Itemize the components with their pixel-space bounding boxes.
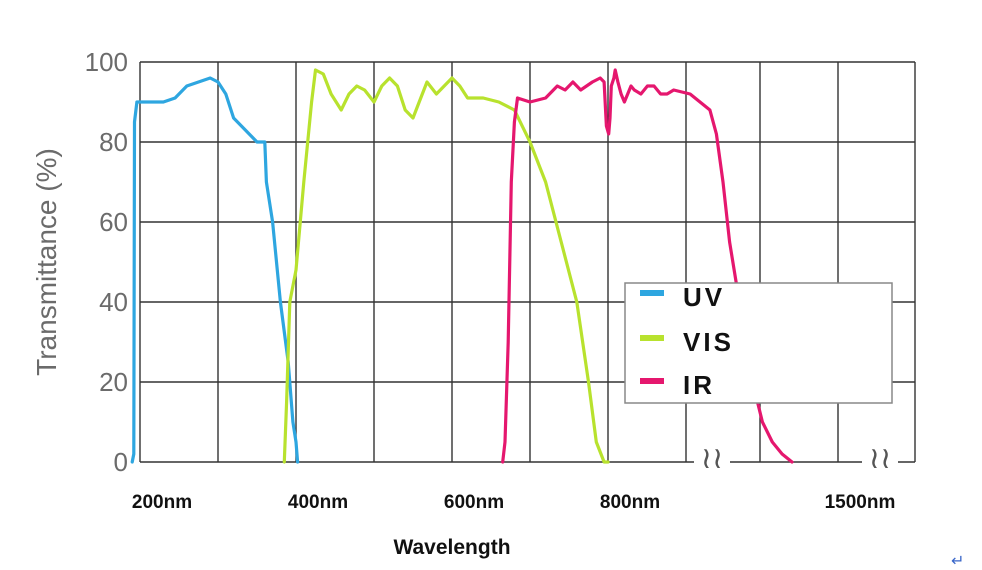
series-line-vis [282,68,610,464]
y-tick-label: 20 [99,367,128,397]
y-axis-title: Transmittance (%) [31,148,62,376]
x-tick-label: 600nm [444,492,504,513]
legend-label-vis: VIS [683,327,734,357]
legend-label-uv: UV [683,282,725,312]
x-axis-title: Wavelength [393,536,510,559]
axis-break-background [694,440,730,474]
legend: UV VIS IR [624,282,893,404]
axis-break-background [862,440,898,474]
series-line-uv [130,76,300,464]
series-line-ir [501,68,794,464]
x-tick-label: 1500nm [825,492,896,513]
x-tick-label: 400nm [288,492,348,513]
y-tick-label: 100 [85,47,128,77]
x-tick-labels: 200nm 400nm 600nm 800nm 1500nm [132,492,895,513]
plot-grid [139,61,916,463]
y-tick-label: 40 [99,287,128,317]
data-series [130,68,794,464]
legend-label-ir: IR [683,370,715,400]
x-tick-label: 200nm [132,492,192,513]
y-tick-label: 60 [99,207,128,237]
y-tick-labels: 0 20 40 60 80 100 [85,47,128,477]
axis-break-mark: ≀≀ [701,441,724,476]
x-tick-label: 800nm [600,492,660,513]
y-tick-label: 80 [99,127,128,157]
axis-break-marks: ≀≀ ≀≀ [694,440,898,476]
axis-break-mark: ≀≀ [869,441,892,476]
y-tick-label: 0 [114,447,128,477]
return-mark: ↵ [951,551,964,570]
legend-box [624,282,893,404]
